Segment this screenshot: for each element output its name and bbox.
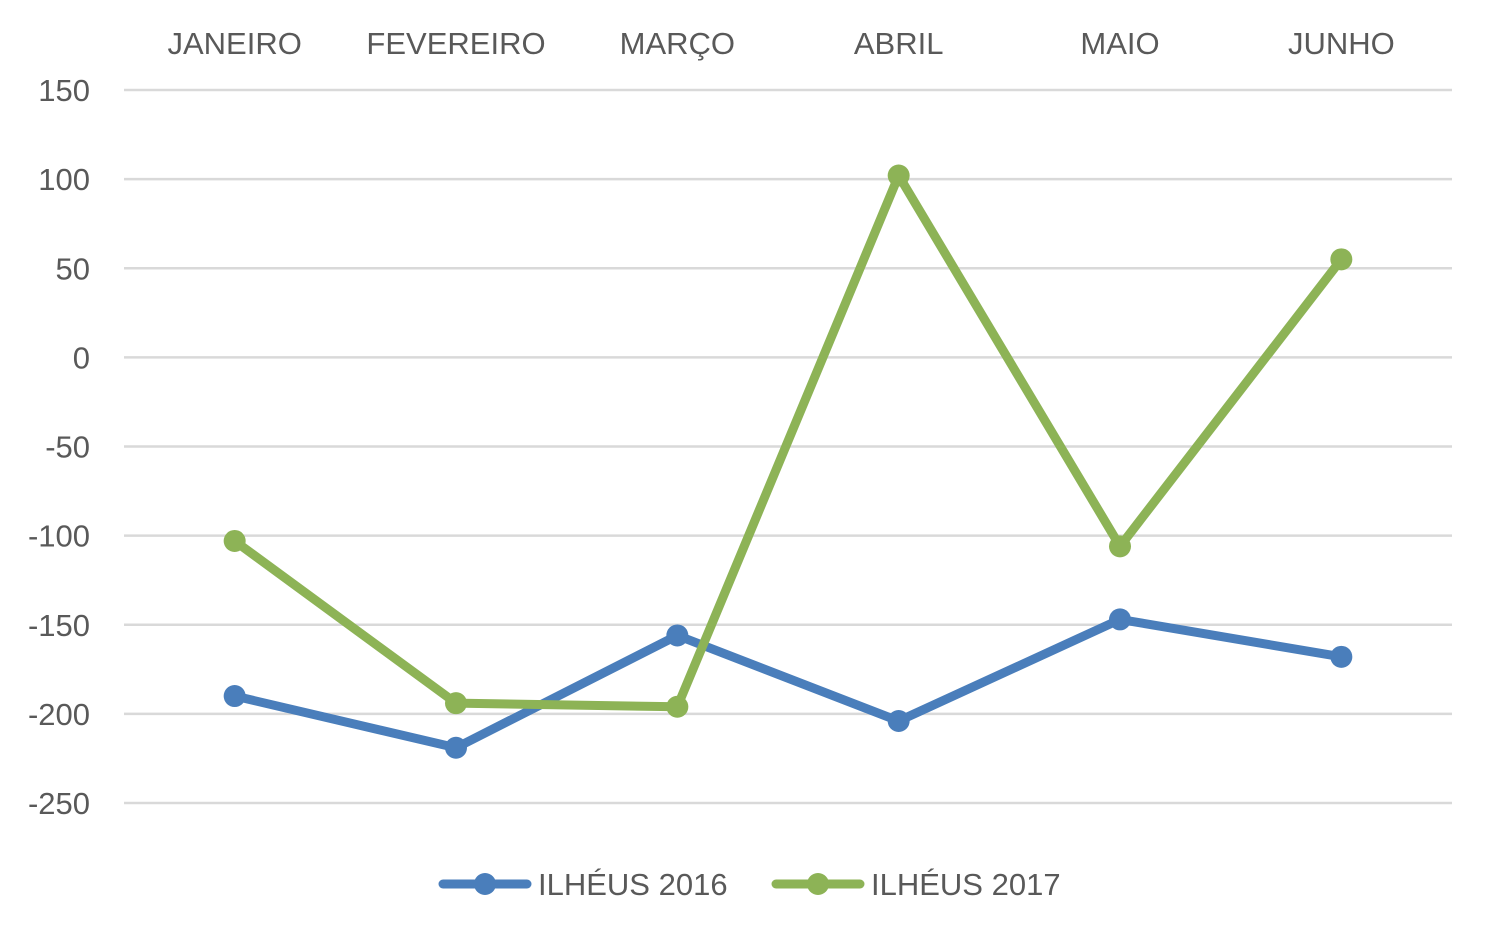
category-label: MAIO	[1080, 26, 1159, 61]
data-series	[223, 164, 1353, 759]
category-label: FEVEREIRO	[366, 26, 545, 61]
legend-label: ILHÉUS 2017	[871, 867, 1061, 902]
y-tick-label: 50	[56, 251, 90, 286]
category-label: JUNHO	[1288, 26, 1395, 61]
y-tick-label: -100	[28, 519, 90, 554]
data-point	[1330, 248, 1353, 271]
data-point	[666, 624, 689, 647]
y-tick-label: -50	[45, 430, 90, 465]
legend-item-2: ILHÉUS 2017	[771, 867, 1061, 902]
series-1	[223, 608, 1353, 759]
y-tick-label: -200	[28, 697, 90, 732]
data-point	[1109, 535, 1131, 558]
y-tick-label: -150	[28, 608, 90, 643]
category-label: JANEIRO	[167, 26, 301, 61]
y-tick-label: -250	[28, 786, 90, 821]
data-point	[445, 692, 467, 715]
y-tick-label: 150	[38, 73, 90, 108]
data-point	[1330, 645, 1353, 668]
data-point	[887, 710, 910, 733]
legend-label: ILHÉUS 2016	[538, 867, 728, 902]
data-point	[666, 695, 689, 718]
data-point	[223, 529, 246, 552]
series-line	[230, 614, 1346, 753]
y-axis-tick-labels: 150 100 50 0 -50 -100 -150 -200 -250	[28, 73, 90, 821]
data-point	[223, 685, 246, 708]
data-point	[887, 164, 910, 187]
series-line	[230, 171, 1346, 712]
category-axis-labels: JANEIRO FEVEREIRO MARÇO ABRIL MAIO JUNHO	[167, 26, 1394, 61]
legend-item-1: ILHÉUS 2016	[438, 867, 728, 902]
legend-marker	[474, 873, 496, 895]
data-point	[1109, 608, 1131, 631]
y-tick-label: 100	[38, 162, 90, 197]
y-tick-label: 0	[73, 340, 90, 375]
data-point	[445, 736, 467, 759]
category-label: MARÇO	[620, 26, 735, 61]
legend: ILHÉUS 2016 ILHÉUS 2017	[438, 867, 1061, 902]
category-label: ABRIL	[854, 26, 944, 61]
legend-marker	[807, 873, 829, 895]
series-2	[223, 164, 1353, 718]
